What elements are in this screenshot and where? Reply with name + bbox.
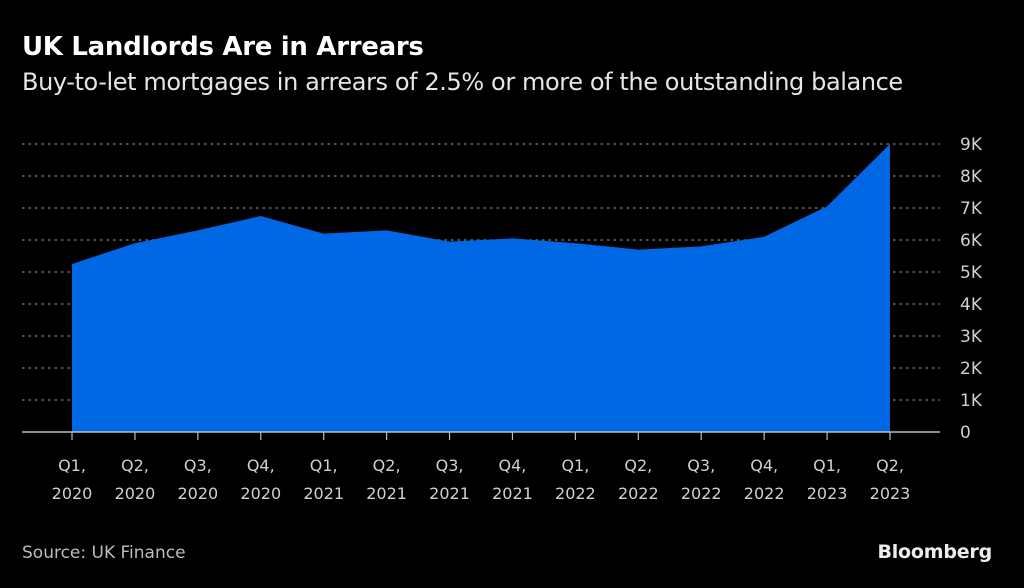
- x-tick-label-year: 2022: [744, 484, 785, 503]
- y-tick-label: 9K: [960, 135, 983, 155]
- x-tick-label-year: 2021: [429, 484, 470, 503]
- y-tick-label: 8K: [960, 167, 983, 187]
- x-tick-label-year: 2023: [870, 484, 911, 503]
- x-tick-label-year: 2020: [177, 484, 218, 503]
- x-tick-label-year: 2022: [618, 484, 659, 503]
- x-tick-label-year: 2020: [240, 484, 281, 503]
- y-tick-label: 0: [960, 423, 971, 443]
- x-tick-label-quarter: Q3,: [687, 456, 715, 475]
- x-tick-label-quarter: Q1,: [310, 456, 338, 475]
- x-tick-label-year: 2021: [366, 484, 407, 503]
- x-tick-label-quarter: Q2,: [373, 456, 401, 475]
- x-tick-label-quarter: Q4,: [750, 456, 778, 475]
- y-tick-label: 7K: [960, 199, 983, 219]
- x-tick-label-quarter: Q3,: [184, 456, 212, 475]
- chart-subtitle: Buy-to-let mortgages in arrears of 2.5% …: [22, 68, 903, 96]
- bloomberg-logo: Bloomberg: [877, 541, 992, 563]
- x-tick-label-quarter: Q2,: [624, 456, 652, 475]
- x-tick-label-quarter: Q1,: [561, 456, 589, 475]
- y-tick-label: 3K: [960, 327, 983, 347]
- x-tick-label-quarter: Q2,: [876, 456, 904, 475]
- source-note: Source: UK Finance: [22, 543, 186, 563]
- x-tick-label-year: 2023: [807, 484, 848, 503]
- y-tick-label: 6K: [960, 231, 983, 251]
- x-tick-label-year: 2022: [555, 484, 596, 503]
- x-axis-ticks: Q1, 2020 Q2, 2020 Q3, 2020 Q4, 2020 Q1, 2021 Q2, 20…: [52, 432, 911, 503]
- x-tick-label-year: 2021: [492, 484, 533, 503]
- x-tick-label-year: 2022: [681, 484, 722, 503]
- area-series: [72, 144, 890, 432]
- x-tick-label-year: 2021: [303, 484, 344, 503]
- y-tick-label: 4K: [960, 295, 983, 315]
- y-tick-label: 1K: [960, 391, 983, 411]
- x-tick-label-quarter: Q4,: [499, 456, 527, 475]
- area-fill: [72, 144, 890, 432]
- x-tick-label-quarter: Q1,: [813, 456, 841, 475]
- x-tick-label-year: 2020: [52, 484, 93, 503]
- chart-title: UK Landlords Are in Arrears: [22, 32, 424, 62]
- x-tick-label-quarter: Q1,: [58, 456, 86, 475]
- y-tick-label: 2K: [960, 359, 983, 379]
- x-tick-label-year: 2020: [115, 484, 156, 503]
- x-tick-label-quarter: Q3,: [436, 456, 464, 475]
- x-tick-label-quarter: Q4,: [247, 456, 275, 475]
- y-tick-label: 5K: [960, 263, 983, 283]
- x-tick-label-quarter: Q2,: [121, 456, 149, 475]
- y-axis-ticks: 0 1K 2K 3K 4K 5K 6K 7K 8K 9K: [960, 135, 983, 443]
